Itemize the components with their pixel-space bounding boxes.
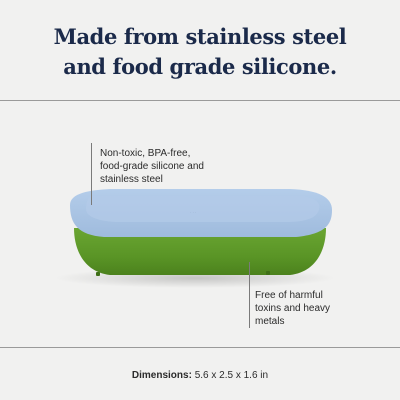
bottom-divider [0, 347, 400, 348]
callout-materials-line-2: food-grade silicone and [100, 161, 204, 172]
callout-toxin-free-line-3: metals [255, 316, 285, 327]
dimensions: Dimensions: 5.6 x 2.5 x 1.6 in [0, 370, 400, 381]
container-foot-left [96, 272, 100, 276]
dimensions-label: Dimensions: [131, 370, 192, 381]
lid-top-surface [86, 196, 320, 222]
callout-toxin-free-line-1: Free of harmful [255, 290, 323, 301]
top-divider [0, 100, 400, 101]
lid-emboss: · · · [190, 210, 196, 215]
callout-materials-line-3: stainless steel [100, 174, 163, 185]
container-foot-right [266, 271, 270, 275]
callout-toxin-free: Free of harmful toxins and heavy metals [255, 289, 365, 328]
callout-toxin-free-line-2: toxins and heavy [255, 303, 331, 314]
callout-leader-left [91, 143, 92, 205]
headline-line-2: and food grade silicone. [63, 54, 337, 79]
callout-materials-line-1: Non-toxic, BPA-free, [100, 148, 191, 159]
callout-materials: Non-toxic, BPA-free, food-grade silicone… [100, 147, 240, 186]
callout-leader-right [249, 262, 250, 328]
headline-line-1: Made from stainless steel [53, 24, 347, 49]
container-base [74, 228, 326, 275]
dimensions-value: 5.6 x 2.5 x 1.6 in [194, 370, 269, 381]
headline: Made from stainless steel and food grade… [0, 22, 400, 82]
